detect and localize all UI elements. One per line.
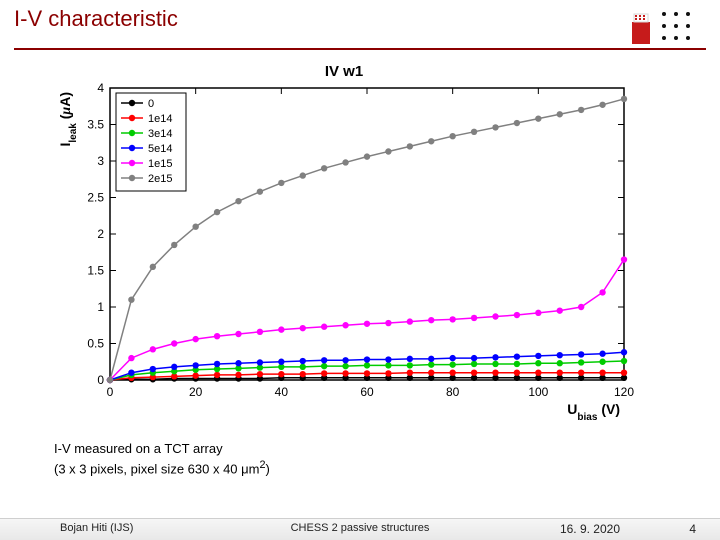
svg-text:40: 40 [275,385,289,399]
svg-text:20: 20 [189,385,203,399]
iv-chart: IV w1 0 20 40 60 80 100 120 0 0.5 1 1.5 2 2.5 3 3.5 4 Ubi… [54,60,634,420]
svg-text:Ubias (V): Ubias (V) [567,401,620,420]
svg-text:4: 4 [97,81,104,95]
svg-text:3.5: 3.5 [87,118,104,132]
svg-text:1.5: 1.5 [87,264,104,278]
svg-text:80: 80 [446,385,460,399]
svg-text:2.5: 2.5 [87,191,104,205]
caption-line-2: (3 x 3 pixels, pixel size 630 x 40 μm2) [54,458,270,478]
title-row: I-V characteristic [14,6,706,50]
svg-text:0: 0 [148,98,154,110]
svg-text:0.5: 0.5 [87,337,104,351]
svg-text:120: 120 [614,385,634,399]
footer-date: 16. 9. 2020 [560,522,620,536]
footer: Bojan Hiti (IJS) CHESS 2 passive structu… [0,518,720,540]
svg-text:3e14: 3e14 [148,128,172,140]
svg-text:2e15: 2e15 [148,173,172,185]
svg-text:5e14: 5e14 [148,143,172,155]
svg-text:1e14: 1e14 [148,113,172,125]
svg-text:100: 100 [528,385,548,399]
title-underline [14,48,706,50]
svg-text:3: 3 [97,154,104,168]
svg-text:Ileak (μA): Ileak (μA) [57,92,79,147]
svg-text:60: 60 [360,385,374,399]
svg-text:1e15: 1e15 [148,158,172,170]
slide: I-V characteristic IV w10204060801001200… [0,0,720,540]
caption-line-1: I-V measured on a TCT array [54,440,270,458]
svg-text:1: 1 [97,300,104,314]
svg-text:0: 0 [107,385,114,399]
page-title: I-V characteristic [14,6,706,32]
caption: I-V measured on a TCT array (3 x 3 pixel… [54,440,270,477]
svg-text:2: 2 [97,227,104,241]
footer-page-number: 4 [689,522,696,536]
chart-canvas: IV w1 0 20 40 60 80 100 120 0 0.5 1 1.5 2 2.5 3 3.5 4 Ubi… [54,60,634,420]
institute-logo-icon [632,10,692,46]
svg-text:IV w1: IV w1 [325,63,363,80]
svg-text:0: 0 [97,373,104,387]
